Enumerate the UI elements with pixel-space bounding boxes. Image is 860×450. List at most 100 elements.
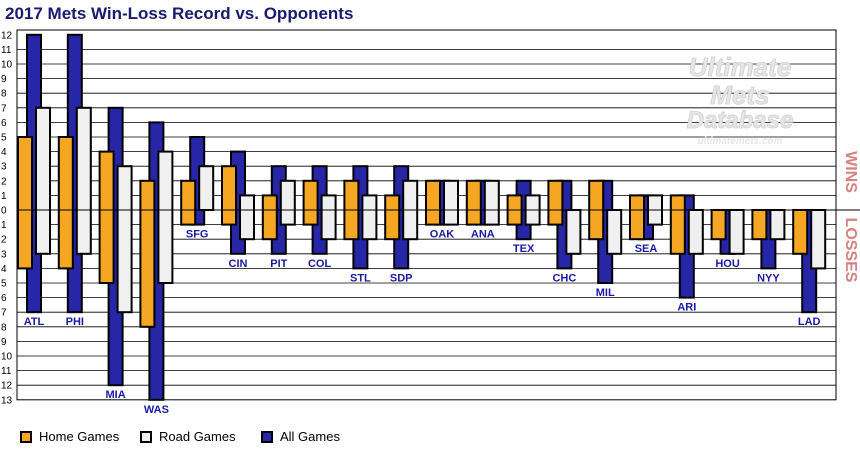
opponent-label: ANA	[471, 229, 495, 241]
y-tick-label: 5	[1, 133, 7, 144]
home-games-bar	[261, 194, 278, 241]
opponent-label: NYY	[757, 272, 780, 284]
y-tick-label: 2	[1, 235, 7, 246]
opponent-label: TEX	[513, 243, 535, 255]
opponent-label: ARI	[677, 302, 696, 314]
opponent-label: LAD	[798, 316, 821, 328]
opponent-label: HOU	[715, 258, 740, 270]
legend-home-swatch	[20, 430, 32, 443]
opponent-group-mia	[98, 106, 133, 387]
y-tick-label: 4	[1, 147, 7, 158]
home-games-bar	[98, 150, 115, 284]
y-tick-label: 1	[1, 191, 7, 202]
opponent-group-sea	[629, 194, 663, 241]
y-tick-label: 8	[1, 322, 7, 333]
home-games-bar	[710, 209, 727, 241]
home-games-bar	[139, 179, 156, 328]
y-tick-label: 1	[1, 220, 7, 231]
opponent-label: STL	[350, 272, 371, 284]
y-tick-label: 10	[1, 352, 13, 363]
home-games-bar	[17, 136, 33, 270]
y-tick-label: 9	[1, 74, 7, 85]
y-tick-label: 6	[1, 293, 7, 304]
y-tick-label: 8	[1, 89, 7, 100]
watermark-text: Ultimate	[689, 52, 792, 82]
legend-home: Home Games	[20, 429, 119, 444]
road-games-bar	[35, 106, 51, 255]
wins-side-label: WINS	[842, 151, 859, 193]
opponent-label: PIT	[270, 258, 287, 270]
legend-road: Road Games	[140, 429, 236, 444]
road-games-bar	[198, 165, 215, 211]
home-games-bar	[629, 194, 645, 241]
opponent-label: OAK	[430, 229, 455, 241]
y-tick-label: 3	[1, 162, 7, 173]
y-tick-label: 6	[1, 118, 7, 129]
road-games-bar	[810, 209, 827, 270]
y-tick-label: 10	[1, 60, 13, 71]
home-games-bar	[384, 194, 401, 241]
home-games-bar	[547, 179, 564, 226]
home-games-bar	[221, 165, 237, 226]
labels-layer: ATL PHI MIA WAS SFG CIN PIT COL STL SDP OAK ANA TEX C…	[24, 229, 821, 416]
y-tick-label: 7	[1, 308, 7, 319]
legend-all-label: All Games	[280, 429, 340, 444]
road-games-bar	[443, 179, 459, 226]
y-tick-label: 3	[1, 249, 7, 260]
opponent-label: CHC	[552, 272, 576, 284]
y-tick-label: 9	[1, 337, 7, 348]
y-tick-label: 2	[1, 176, 7, 187]
home-games-bar	[465, 179, 482, 226]
opponent-group-chc	[547, 179, 582, 270]
opponent-label: CIN	[229, 258, 248, 270]
y-tick-label: 12	[1, 381, 13, 392]
road-games-bar	[687, 209, 704, 255]
road-games-bar	[239, 194, 255, 241]
chart-title: 2017 Mets Win-Loss Record vs. Opponents	[5, 4, 354, 23]
legend-all: All Games	[261, 429, 340, 444]
opponent-group-atl	[17, 33, 51, 314]
home-games-bar	[302, 179, 319, 226]
road-games-bar	[75, 106, 92, 255]
opponent-label: ATL	[24, 316, 45, 328]
road-games-bar	[769, 209, 786, 241]
bars-layer	[17, 33, 827, 401]
watermark-text: Database	[687, 107, 794, 134]
home-games-bar	[57, 136, 74, 270]
y-tick-label: 13	[1, 395, 13, 406]
opponent-label: SEA	[635, 243, 658, 255]
road-games-bar	[320, 194, 337, 241]
opponent-label: COL	[308, 258, 332, 270]
y-tick-label: 11	[1, 45, 12, 56]
home-games-bar	[180, 179, 197, 226]
road-games-bar	[116, 165, 133, 314]
axis-layer: 121110987654321012345678910111213WINSLOS…	[1, 30, 860, 406]
home-games-bar	[669, 194, 686, 255]
y-tick-label: 12	[1, 30, 13, 41]
legend-all-swatch	[261, 430, 273, 443]
y-tick-label: 7	[1, 103, 7, 114]
road-games-bar	[728, 209, 745, 255]
opponent-group-sfg	[180, 136, 215, 226]
opponent-group-cin	[221, 150, 255, 255]
opponent-group-lad	[792, 209, 827, 314]
opponent-label: MIL	[596, 287, 615, 299]
y-tick-label: 11	[1, 366, 12, 377]
road-games-bar	[483, 179, 500, 226]
home-games-bar	[425, 179, 441, 226]
opponent-group-hou	[710, 209, 745, 255]
opponent-label: MIA	[106, 389, 126, 401]
home-games-bar	[751, 209, 768, 241]
road-games-bar	[606, 209, 623, 255]
opponent-label: WAS	[144, 404, 169, 416]
legend-road-label: Road Games	[159, 429, 236, 444]
opponent-label: PHI	[66, 316, 84, 328]
home-games-bar	[792, 209, 809, 255]
legend-road-swatch	[140, 430, 152, 443]
watermark-text: ultimatemets.com	[697, 136, 782, 147]
road-games-bar	[565, 209, 582, 255]
legend-home-label: Home Games	[39, 429, 120, 444]
y-tick-label: 5	[1, 279, 7, 290]
